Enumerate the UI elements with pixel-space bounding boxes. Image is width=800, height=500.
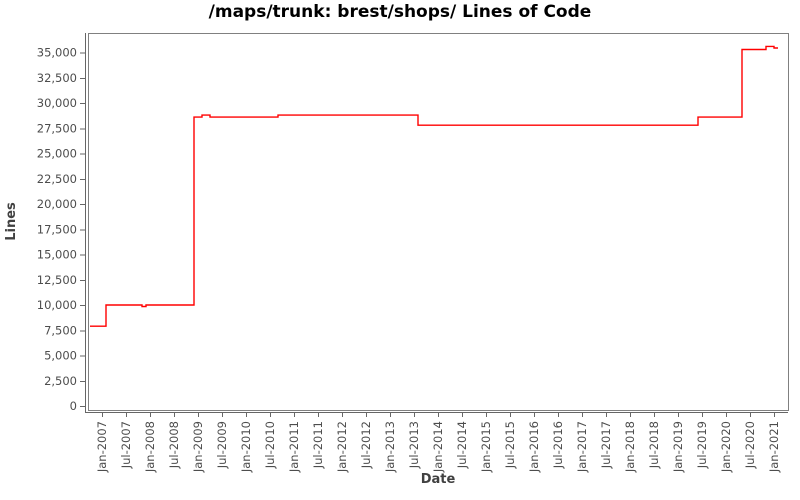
x-tick-label: Jan-2007	[95, 421, 109, 473]
y-tick-label: 27,500	[37, 121, 77, 135]
x-tick-label: Jan-2012	[335, 421, 349, 473]
x-tick-label: Jul-2009	[215, 421, 229, 469]
x-tick-label: Jul-2014	[455, 421, 469, 469]
y-tick-label: 30,000	[37, 96, 77, 110]
x-tick-label: Jul-2007	[119, 421, 133, 469]
x-tick-label: Jul-2020	[743, 421, 757, 469]
y-tick-label: 12,500	[37, 273, 77, 287]
y-axis-title: Lines	[4, 202, 19, 241]
x-tick-label: Jan-2019	[671, 421, 685, 473]
y-tick-label: 15,000	[37, 248, 77, 262]
x-tick-label: Jan-2009	[191, 421, 205, 473]
x-axis-title: Date	[421, 472, 456, 487]
chart-title: /maps/trunk: brest/shops/ Lines of Code	[208, 2, 592, 22]
y-tick-label: 20,000	[37, 197, 77, 211]
x-tick-label: Jan-2008	[143, 421, 157, 473]
y-tick-label: 17,500	[37, 222, 77, 236]
x-tick-label: Jan-2011	[287, 421, 301, 473]
y-tick-label: 32,500	[37, 71, 77, 85]
plot-border	[88, 33, 789, 411]
x-tick-label: Jan-2021	[767, 421, 781, 473]
y-tick-label: 0	[70, 399, 77, 413]
y-tick-label: 35,000	[37, 46, 77, 60]
x-tick-label: Jan-2013	[383, 421, 397, 473]
y-tick-label: 10,000	[37, 298, 77, 312]
y-tick-label: 5,000	[44, 349, 77, 363]
x-tick-label: Jul-2012	[359, 421, 373, 469]
x-tick-label: Jan-2016	[527, 421, 541, 473]
x-tick-label: Jan-2020	[719, 421, 733, 473]
y-tick-label: 25,000	[37, 147, 77, 161]
x-tick-label: Jan-2010	[239, 421, 253, 473]
x-tick-label: Jul-2017	[599, 421, 613, 469]
x-tick-label: Jul-2010	[263, 421, 277, 469]
x-tick-label: Jul-2018	[647, 421, 661, 469]
x-tick-label: Jan-2017	[575, 421, 589, 473]
y-tick-label: 22,500	[37, 172, 77, 186]
x-tick-label: Jul-2013	[407, 421, 421, 469]
x-tick-label: Jul-2015	[503, 421, 517, 469]
y-tick-label: 2,500	[44, 374, 77, 388]
y-tick-label: 7,500	[44, 323, 77, 337]
x-tick-label: Jan-2018	[623, 421, 637, 473]
x-tick-label: Jul-2008	[167, 421, 181, 469]
x-tick-label: Jan-2015	[479, 421, 493, 473]
x-tick-label: Jul-2016	[551, 421, 565, 469]
series-line-lines-of-code	[90, 45, 778, 327]
x-tick-label: Jul-2011	[311, 421, 325, 469]
x-tick-label: Jul-2019	[695, 421, 709, 469]
x-tick-label: Jan-2014	[431, 421, 445, 473]
